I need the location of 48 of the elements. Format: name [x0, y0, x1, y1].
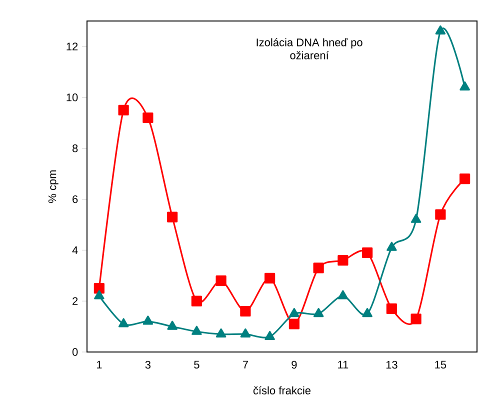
y-axis-title: % cpm — [48, 170, 58, 203]
point — [94, 283, 104, 294]
point — [142, 316, 154, 325]
point — [118, 104, 129, 116]
point — [288, 318, 300, 330]
point — [410, 214, 422, 223]
point — [264, 272, 276, 284]
y-tick-label: 10 — [66, 93, 78, 102]
y-tick-label: 2 — [72, 297, 78, 305]
x-tick-label: 7 — [242, 360, 248, 368]
y-tick-label: 0 — [72, 348, 78, 356]
y-tick-label: 8 — [72, 144, 78, 152]
y-tick-label: 6 — [72, 195, 78, 204]
point — [386, 303, 397, 314]
point — [167, 212, 178, 222]
y-tick-label: 4 — [72, 246, 78, 254]
point — [313, 262, 324, 274]
point — [191, 296, 202, 306]
x-tick-label: 15 — [435, 360, 446, 369]
point — [338, 255, 348, 266]
point — [94, 290, 104, 300]
x-tick-label: 9 — [292, 360, 297, 369]
point — [338, 290, 348, 300]
point — [118, 318, 129, 328]
x-tick-label: 11 — [338, 360, 348, 368]
point — [313, 308, 324, 318]
point — [362, 247, 373, 258]
point — [192, 326, 202, 335]
x-tick-label: 1 — [96, 360, 102, 368]
point — [240, 328, 251, 338]
point — [216, 328, 226, 338]
point — [240, 306, 251, 317]
x-tick-label: 13 — [386, 360, 398, 369]
y-tick-label: 12 — [66, 42, 78, 50]
point — [167, 320, 178, 330]
point — [362, 308, 372, 318]
x-tick-label: 3 — [145, 360, 151, 369]
point — [386, 242, 397, 251]
text: Izolácia DNA hneď po ožiarení — [256, 38, 362, 60]
point — [435, 209, 446, 220]
point — [460, 174, 470, 184]
point — [264, 330, 275, 340]
point — [216, 275, 226, 286]
x-tick-label: 5 — [194, 360, 200, 369]
point — [142, 112, 154, 124]
point — [410, 314, 422, 324]
x-axis-title: číslo frakcie — [253, 386, 311, 394]
point — [289, 308, 300, 318]
